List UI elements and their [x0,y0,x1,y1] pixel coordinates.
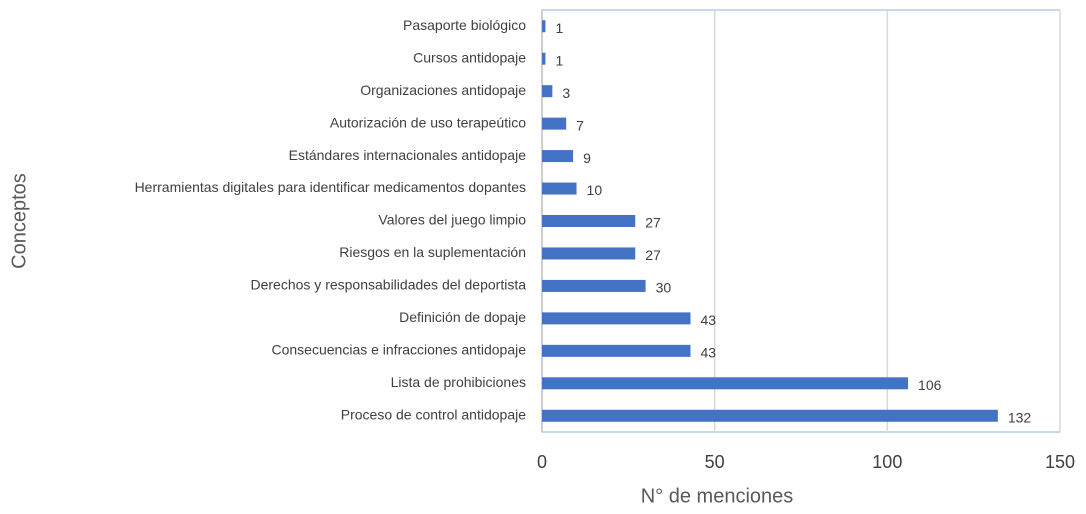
value-label: 10 [587,182,603,198]
bar [542,150,574,163]
value-label: 43 [700,345,716,361]
x-axis-title: N° de menciones [641,485,794,507]
bar [542,409,998,422]
bar [542,247,636,260]
bar [542,117,567,130]
value-label: 3 [562,85,570,101]
y-tick-label: Organizaciones antidopaje [360,82,526,98]
value-label: 9 [583,150,591,166]
value-label: 1 [555,20,563,36]
value-label: 132 [1008,409,1032,425]
value-label: 30 [656,280,672,296]
bar [542,279,646,292]
value-label: 27 [645,247,661,263]
bar [542,312,691,325]
x-tick-label: 150 [1045,452,1075,472]
y-tick-label: Valores del juego limpio [378,212,526,228]
y-tick-label: Consecuencias e infracciones antidopaje [272,342,527,358]
x-tick-label: 50 [705,452,725,472]
y-tick-label: Riesgos en la suplementación [339,244,526,260]
x-tick-label: 100 [872,452,902,472]
value-label: 43 [700,312,716,328]
y-tick-label: Pasaporte biológico [403,17,526,33]
y-tick-label: Cursos antidopaje [413,49,526,65]
bar [542,377,909,390]
y-tick-label: Estándares internacionales antidopaje [289,147,527,163]
x-tick-label: 0 [537,452,547,472]
y-axis-title: Conceptos [8,173,30,269]
bar [542,182,577,195]
y-tick-label: Derechos y responsabilidades del deporti… [251,277,527,293]
value-label: 1 [555,52,563,68]
value-label: 27 [645,215,661,231]
bar [542,52,546,65]
bar [542,20,546,33]
bar [542,344,691,357]
y-tick-label: Definición de dopaje [399,309,526,325]
y-tick-label: Autorización de uso terapeútico [330,114,526,130]
value-label: 7 [576,117,584,133]
y-tick-label: Herramientas digitales para identificar … [135,179,526,195]
y-tick-label: Proceso de control antidopaje [341,406,526,422]
value-label: 106 [918,377,942,393]
bar [542,85,553,98]
y-tick-label: Lista de prohibiciones [391,374,526,390]
bar [542,215,636,227]
